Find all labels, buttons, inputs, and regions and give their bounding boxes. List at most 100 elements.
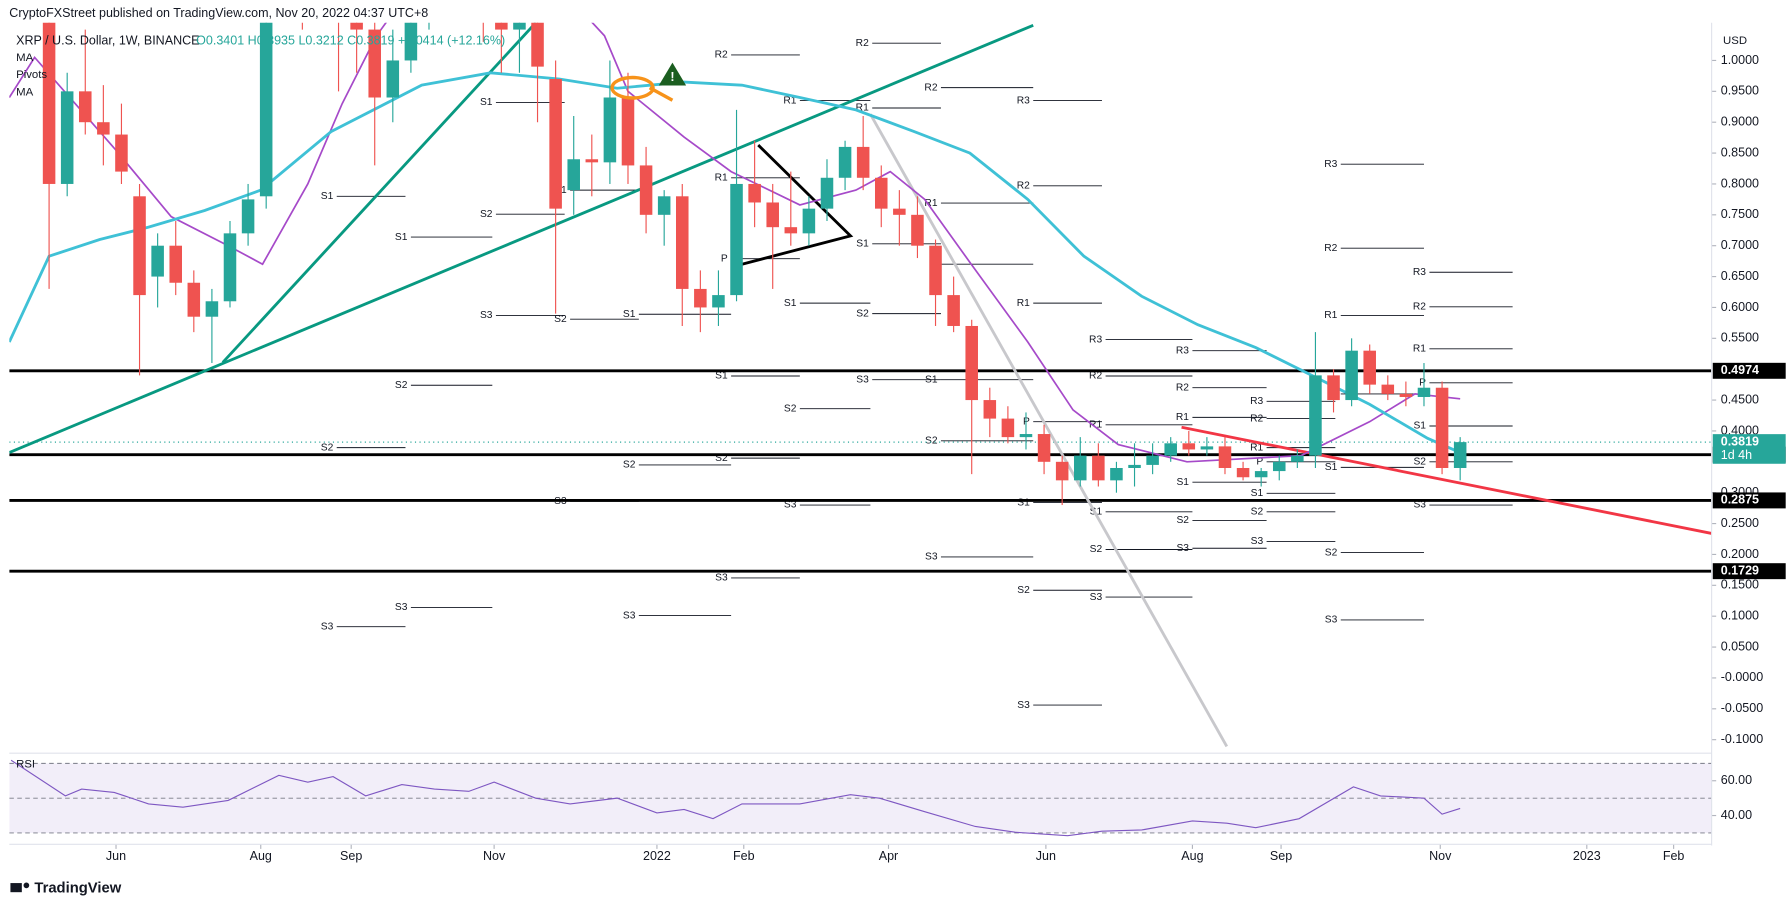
candle-body [1435,387,1449,468]
candle-body [187,282,201,317]
x-tick-label: Feb [1663,849,1685,863]
pivot-label: S2 [1176,515,1189,526]
x-tick-label: 2022 [643,849,671,863]
pivot-label: S3 [925,552,938,563]
trend-line [741,144,854,266]
candle-body [368,29,381,98]
candle-body [205,301,219,317]
candle-body [241,199,255,234]
y-tick-label: -0.0000 [1721,670,1763,684]
price-tag [1712,492,1786,509]
pivot-label: S1 [784,298,797,309]
rsi-line [10,759,1461,837]
brand: TradingView [34,881,121,897]
pivot-label: S3 [395,602,408,613]
candle-body [1182,443,1196,450]
x-tick-label: Nov [1429,849,1452,863]
y-tick-label: 0.8500 [1721,145,1759,159]
candle-body [549,78,562,209]
rsi-pane [9,759,1712,837]
price-tag [1712,563,1786,580]
candle-body [820,177,834,209]
legend-ma: MA [16,52,33,64]
y-tick-label: 0.1500 [1721,578,1759,592]
candle-body [694,288,707,308]
candle-body [531,22,544,67]
candle-body [965,325,978,401]
pivot-label: S2 [321,442,334,453]
pivot-label: S2 [1090,544,1103,555]
candle-body [856,146,870,178]
trend-line [221,22,537,364]
countdown-label: 1d 4h [1721,448,1752,462]
pivot-label: P [721,253,728,264]
pivot-label: S2 [856,308,869,319]
x-tick-label: 2023 [1573,849,1601,863]
currency: USD [1723,35,1747,47]
candle-body [911,214,924,246]
pivot-label: R2 [1324,243,1337,254]
candle-body [567,159,580,191]
symbol-title: XRP / U.S. Dollar, 1W, BINANCE [16,33,199,47]
y-tick-label: 0.7000 [1721,238,1759,252]
legend-pivots: Pivots [16,69,47,81]
candle-body [802,208,816,234]
candle-body [1092,455,1105,481]
pivot-label: S1 [856,239,869,250]
candle-body [621,97,635,166]
y-tick-label: 0.4000 [1721,423,1759,437]
y-tick-label: 0.6500 [1721,269,1759,283]
warning-mark: ! [670,70,674,84]
candle-body [639,165,653,215]
candle-body [1037,434,1051,462]
candle-body [1019,434,1033,438]
candle-body [115,134,128,172]
pivot-label: S3 [1176,543,1189,554]
candle-body [983,400,997,419]
candle-body [1128,464,1141,468]
last-price-label: 0.3819 [1721,434,1759,448]
candle-body [874,177,888,209]
pivot-label: R1 [715,172,728,183]
price-tag-label: 0.1729 [1721,563,1759,577]
candle-body [1254,471,1268,478]
pivot-label: S1 [321,191,334,202]
candle-body [350,22,363,30]
pivot-label: P [1419,377,1426,388]
candle-body [1417,387,1431,397]
y-tick-label: 0.0500 [1721,639,1759,653]
candle-body [42,22,56,184]
candle-body [513,22,526,30]
y-tick-label: 0.8000 [1721,176,1759,190]
y-tick-label: 1.0000 [1721,53,1759,67]
candle-body [151,245,164,277]
candle-body [386,60,400,98]
pivot-label: R2 [1176,382,1189,393]
candle-body [1110,467,1123,481]
candle-body [1363,350,1376,385]
pivot-label: R3 [1413,267,1426,278]
price-tag [1712,362,1786,379]
x-tick-label: Feb [733,849,755,863]
candle-body [169,245,182,283]
candle-body [929,245,942,296]
y-tick-label: 0.2000 [1721,547,1759,561]
x-tick-label: Jun [1036,849,1056,863]
y-tick-label: 0.4500 [1721,392,1759,406]
pivot-label: R2 [856,38,869,49]
y-tick-label: 0.1000 [1721,609,1759,623]
candle-body [1272,461,1286,472]
y-tick-label: 0.9500 [1721,84,1759,98]
pivot-label: R1 [1089,419,1102,430]
pivot-label: S2 [395,380,408,391]
pivot-label: S3 [623,610,636,621]
brand-logo [10,882,30,893]
pivot-label: R1 [1324,310,1337,321]
trend-line [1181,425,1712,535]
pivot-label: S1 [395,232,408,243]
pivot-label: S3 [1090,592,1103,603]
pivot-label: P [1256,457,1263,468]
moving-average [9,71,1461,454]
x-tick-label: Aug [250,849,272,863]
